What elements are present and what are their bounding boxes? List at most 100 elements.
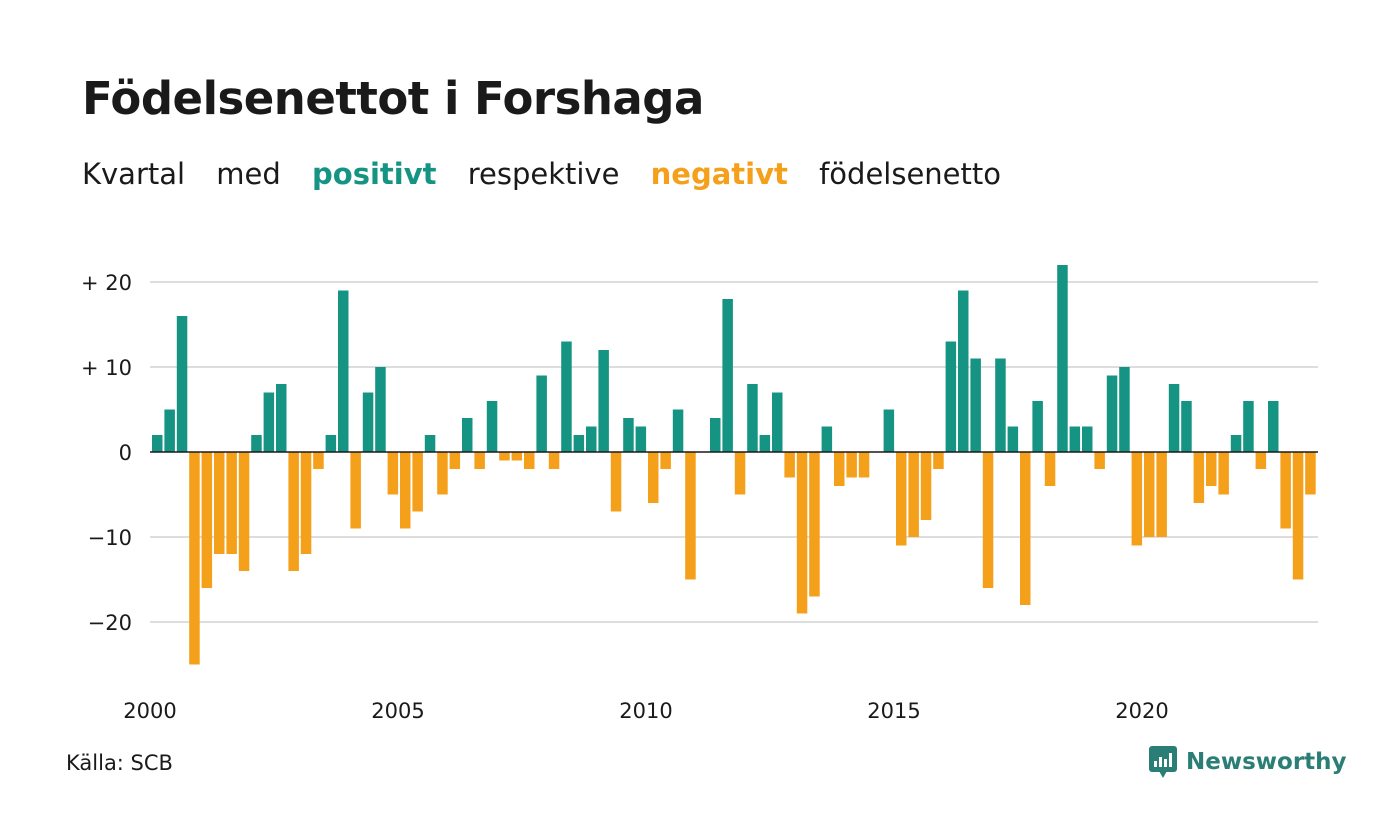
bar: [722, 299, 733, 452]
bar: [1094, 452, 1105, 469]
bar: [809, 452, 820, 597]
bar: [362, 392, 374, 452]
bar: [1292, 452, 1304, 580]
subtitle-text-1: Kvartal: [82, 157, 186, 191]
bar: [970, 358, 981, 452]
bar: [784, 452, 795, 478]
subtitle-text-3: respektive: [467, 157, 620, 191]
bar: [734, 452, 746, 495]
bar: [759, 435, 771, 452]
bar: [635, 426, 647, 452]
bar: [214, 452, 225, 554]
bar: [276, 384, 287, 452]
bar: [511, 452, 523, 461]
subtitle-negative-word: negativt: [650, 157, 788, 191]
bars: [152, 265, 1316, 665]
bar: [610, 452, 622, 512]
bar: [263, 392, 275, 452]
bar: [573, 435, 585, 452]
y-tick-label: + 20: [81, 271, 132, 295]
bar: [821, 426, 833, 452]
bar: [982, 452, 994, 588]
bar: [1243, 401, 1254, 452]
bar: [412, 452, 423, 512]
bar: [846, 452, 857, 478]
bar: [896, 452, 907, 546]
bar: [685, 452, 696, 580]
bar: [152, 435, 163, 452]
bar: [623, 418, 634, 452]
bar: [1032, 401, 1043, 452]
x-tick-label: 2020: [1115, 699, 1168, 723]
bar: [313, 452, 324, 469]
bar: [1144, 452, 1155, 537]
bar: [1280, 452, 1291, 529]
bar: [1044, 452, 1056, 486]
bar: [288, 452, 299, 571]
x-tick-label: 2000: [123, 699, 176, 723]
bar: [958, 290, 969, 452]
bar: [350, 452, 361, 529]
bar: [1193, 452, 1205, 503]
bar: [995, 358, 1006, 452]
brand-logo[interactable]: Newsworthy: [1148, 744, 1347, 780]
bar: [524, 452, 535, 469]
source-note: Källa: SCB: [66, 751, 173, 775]
bar: [536, 375, 547, 452]
bar: [176, 316, 188, 452]
bar: [226, 452, 237, 554]
bar: [920, 452, 932, 520]
bar: [189, 452, 200, 665]
bar: [1268, 401, 1279, 452]
bar: [858, 452, 870, 478]
x-tick-label: 2015: [867, 699, 920, 723]
bar: [387, 452, 399, 495]
bar: [1069, 426, 1081, 452]
bar: [1020, 452, 1031, 605]
bar: [747, 384, 758, 452]
bar: [1230, 435, 1242, 452]
bar: [375, 367, 386, 452]
bar: [598, 350, 609, 452]
chart-title: Födelsenettot i Forshaga: [82, 72, 704, 125]
bar: [1057, 265, 1068, 452]
x-tick-label: 2005: [371, 699, 424, 723]
bar: [660, 452, 671, 469]
bar: [338, 290, 349, 452]
bar: [1082, 426, 1093, 452]
bar: [499, 452, 510, 461]
bar: [164, 409, 175, 452]
bar: [449, 452, 461, 469]
newsworthy-logo-icon: [1149, 746, 1177, 778]
bar: [548, 452, 560, 469]
bar: [424, 435, 436, 452]
bar: [1156, 452, 1167, 537]
bar: [672, 409, 684, 452]
bar: [238, 452, 250, 571]
bar: [325, 435, 337, 452]
bar: [1131, 452, 1143, 546]
bar: [796, 452, 808, 614]
bar: [1181, 401, 1192, 452]
subtitle-text-2: med: [216, 157, 281, 191]
bar: [1106, 375, 1118, 452]
bar: [1168, 384, 1180, 452]
bar: [251, 435, 262, 452]
bar: [1218, 452, 1229, 495]
brand-name: Newsworthy: [1186, 749, 1347, 775]
bar: [300, 452, 312, 554]
bar: [586, 426, 597, 452]
y-tick-label: −10: [88, 526, 132, 550]
y-axis-ticks: + 20 + 10 0 −10 −20: [81, 271, 132, 635]
bar: [908, 452, 919, 537]
bar: [1255, 452, 1267, 469]
x-axis-ticks: 2000 2005 2010 2015 2020: [123, 699, 1168, 723]
subtitle-positive-word: positivt: [312, 157, 437, 191]
bar: [400, 452, 411, 529]
y-tick-label: −20: [88, 611, 132, 635]
bar: [710, 418, 721, 452]
bar: [648, 452, 659, 503]
bar: [1119, 367, 1130, 452]
bar: [1206, 452, 1217, 486]
